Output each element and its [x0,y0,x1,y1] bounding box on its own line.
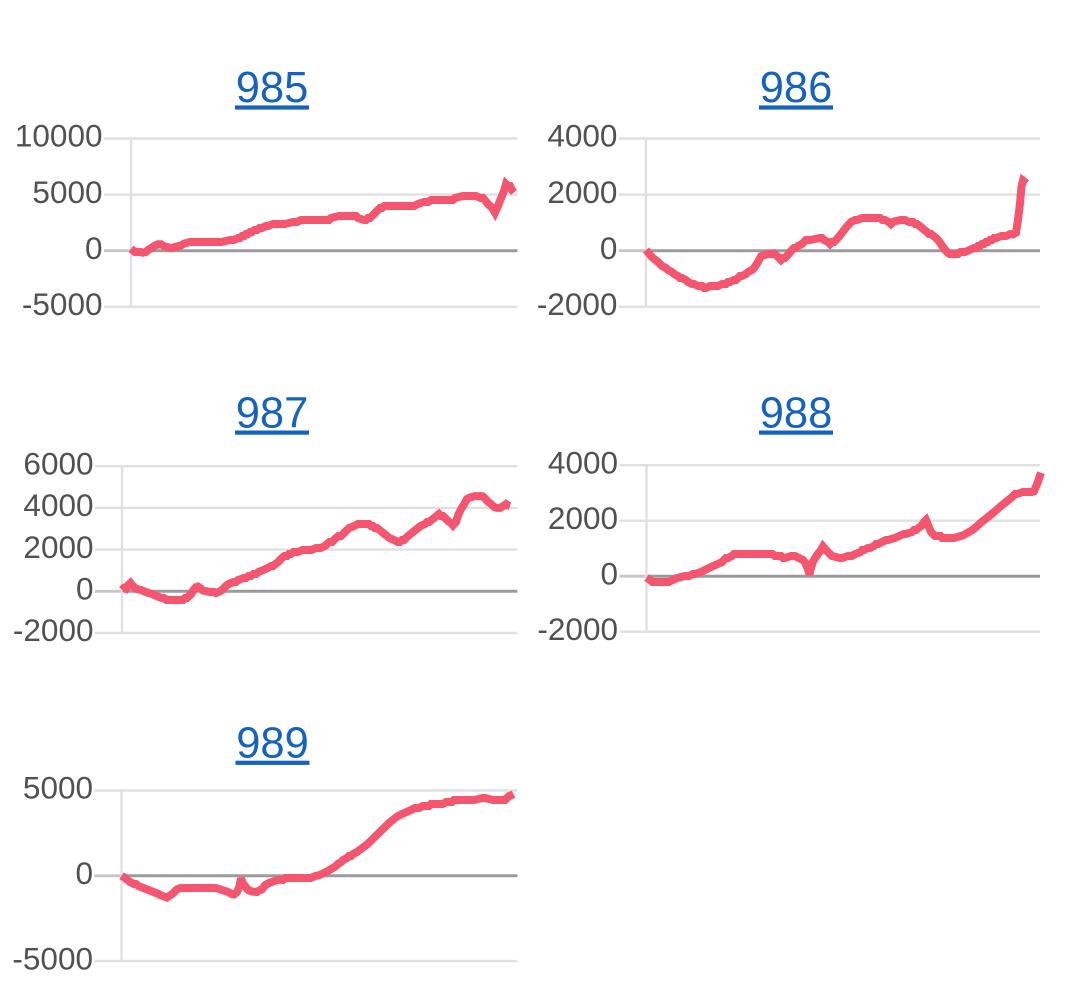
svg-text:988: 988 [760,389,833,437]
svg-text:989: 989 [236,720,309,768]
svg-text:4000: 4000 [23,487,93,523]
svg-text:0: 0 [600,230,618,266]
svg-text:-5000: -5000 [12,940,93,976]
svg-text:-5000: -5000 [22,286,103,322]
svg-text:4000: 4000 [547,118,617,154]
svg-text:10000: 10000 [15,118,103,154]
svg-text:985: 985 [236,64,309,112]
svg-text:0: 0 [75,855,93,891]
svg-text:6000: 6000 [23,445,93,481]
svg-text:2000: 2000 [23,529,93,565]
svg-text:-2000: -2000 [537,286,618,322]
svg-text:-2000: -2000 [13,612,94,648]
svg-text:0: 0 [85,230,103,266]
svg-text:5000: 5000 [23,770,93,806]
svg-text:-2000: -2000 [537,611,618,647]
svg-text:5000: 5000 [32,174,102,210]
svg-text:0: 0 [600,555,618,591]
svg-text:2000: 2000 [548,500,618,536]
svg-text:986: 986 [760,64,833,112]
svg-text:987: 987 [236,389,309,437]
svg-text:4000: 4000 [548,444,618,480]
svg-text:2000: 2000 [547,174,617,210]
svg-text:0: 0 [76,571,94,607]
